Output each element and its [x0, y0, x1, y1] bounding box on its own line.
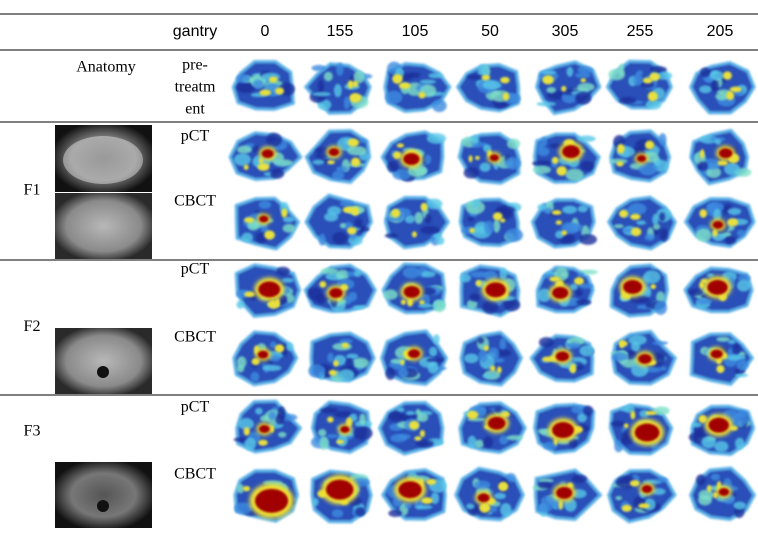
heatmap-image [609, 131, 669, 181]
column-header: 205 [707, 23, 734, 40]
heatmap-image [689, 406, 754, 454]
row-label: ent [185, 101, 205, 118]
column-header: 50 [481, 23, 499, 40]
heatmap-image [691, 468, 755, 519]
row-label: treatm [175, 79, 216, 96]
heatmap-image [533, 470, 601, 519]
heatmap-image [532, 134, 599, 182]
row-group-label: F1 [24, 182, 41, 199]
column-header: 0 [261, 23, 270, 40]
heatmap-image [230, 133, 301, 180]
row-label: pCT [181, 128, 210, 145]
heatmap-image [691, 334, 752, 384]
heatmap-image [611, 332, 676, 384]
heatmap-image [382, 331, 447, 384]
row-label: CBCT [174, 193, 216, 210]
heatmap-image [461, 332, 521, 385]
heatmap-image [460, 403, 525, 452]
heatmap-image [686, 199, 754, 247]
ct-image [97, 366, 109, 378]
heatmap-image [611, 265, 667, 316]
heatmap-image [233, 62, 295, 110]
heatmap-image [456, 468, 523, 520]
heatmap-image [537, 62, 600, 114]
column-header: 255 [627, 23, 654, 40]
column-header: 105 [402, 23, 429, 40]
heatmap-image [608, 61, 673, 109]
ct-image [55, 193, 152, 259]
heatmap-image [610, 405, 671, 454]
row-group-label: F3 [24, 423, 41, 440]
ct-image [97, 500, 109, 512]
heatmap-image [306, 131, 369, 183]
heatmap-image [311, 402, 373, 452]
heatmap-image [306, 195, 371, 247]
heatmap-image [382, 132, 446, 182]
row-label: CBCT [174, 329, 216, 346]
heatmap-image [459, 134, 521, 184]
row-label: pCT [181, 261, 210, 278]
heatmap-image [685, 268, 752, 312]
heatmap-image [385, 62, 450, 113]
ct-image [63, 136, 143, 184]
row-group-label: F2 [24, 318, 41, 335]
heatmap-image [380, 403, 444, 454]
heatmap-image [234, 401, 301, 452]
heatmap-image [691, 130, 752, 183]
row-group-label: Anatomy [76, 59, 136, 76]
heatmap-image [383, 470, 447, 520]
heatmap-image [460, 266, 520, 316]
heatmap-image [458, 65, 521, 111]
heatmap-image [383, 264, 446, 313]
heatmap-image [609, 197, 676, 249]
column-header: 155 [327, 23, 354, 40]
heatmap-image [305, 265, 375, 311]
heatmap-image [385, 198, 448, 248]
ct-image [55, 328, 152, 394]
row-label: CBCT [174, 466, 216, 483]
row-label: pCT [181, 399, 210, 416]
heatmap-image [537, 267, 597, 311]
heatmap-image [234, 471, 297, 521]
heatmap-image [234, 332, 297, 385]
heatmap-image [308, 333, 374, 381]
heatmap-image [609, 471, 675, 522]
heatmap-image [236, 265, 300, 316]
heatmap-image [312, 471, 371, 522]
column-header: gantry [173, 23, 217, 40]
figure-table: Anatomy pre- treatm ent gantry 0 155 105 50 3… [0, 0, 758, 544]
heatmap-image [535, 405, 594, 453]
heatmap-image [306, 63, 372, 114]
row-label: pre- [182, 57, 208, 74]
column-header: 305 [552, 23, 579, 40]
ct-image [55, 462, 152, 528]
heatmap-image [533, 200, 597, 247]
heatmap-image [691, 63, 754, 113]
heatmap-image [531, 336, 594, 381]
heatmap-image [236, 198, 298, 249]
heatmap-image [460, 199, 523, 245]
